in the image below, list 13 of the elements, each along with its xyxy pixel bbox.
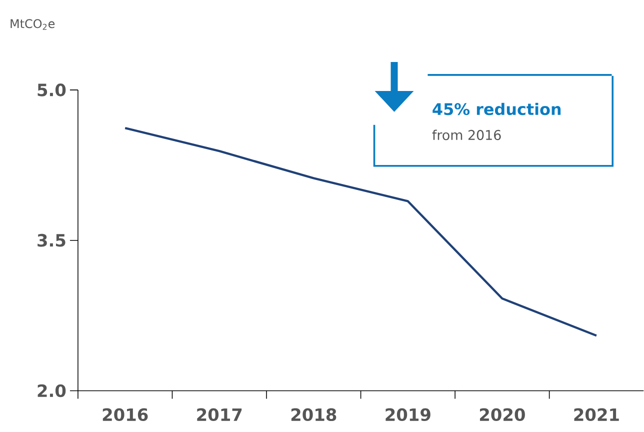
y-tick-label: 3.5 xyxy=(38,234,66,247)
x-tick-label: 2016 xyxy=(102,408,148,422)
y-tick-label: 5.0 xyxy=(38,84,66,96)
y-axis-title: MtCO$_{2}$e xyxy=(10,19,55,30)
x-tick-label: 2017 xyxy=(197,408,242,422)
y-tick-label: 2.0 xyxy=(38,384,66,398)
line-series xyxy=(124,127,598,337)
annotation: 45% reduction xyxy=(432,102,561,116)
x-tick-label: 2019 xyxy=(386,408,430,422)
annotation: from 2016 xyxy=(432,130,501,140)
x-tick-label: 2020 xyxy=(480,408,525,422)
x-tick-label: 2018 xyxy=(291,408,336,422)
x-tick-label: 2021 xyxy=(574,408,619,422)
